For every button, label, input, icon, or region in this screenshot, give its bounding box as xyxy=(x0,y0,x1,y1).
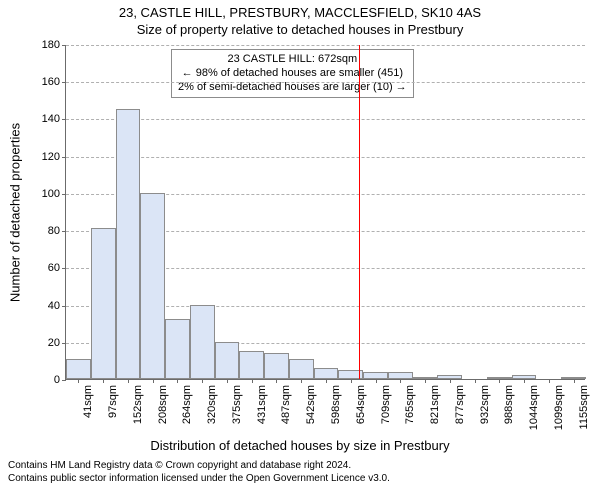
xtick-label: 765sqm xyxy=(404,385,416,424)
histogram-bar xyxy=(289,359,314,379)
ytick-label: 20 xyxy=(48,337,60,349)
xtick-mark xyxy=(574,379,575,383)
xtick-label: 1099sqm xyxy=(553,385,565,430)
x-axis-label: Distribution of detached houses by size … xyxy=(0,438,600,453)
ytick-mark xyxy=(62,45,66,46)
histogram-bar xyxy=(239,351,264,379)
chart-container: 23, CASTLE HILL, PRESTBURY, MACCLESFIELD… xyxy=(0,0,600,500)
histogram-bar xyxy=(66,359,91,379)
xtick-label: 932sqm xyxy=(479,385,491,424)
ytick-label: 160 xyxy=(42,76,60,88)
xtick-mark xyxy=(177,379,178,383)
y-axis-label: Number of detached properties xyxy=(8,112,23,312)
xtick-label: 264sqm xyxy=(181,385,193,424)
xtick-mark xyxy=(301,379,302,383)
xtick-mark xyxy=(128,379,129,383)
histogram-bar xyxy=(116,109,141,379)
xtick-label: 152sqm xyxy=(132,385,144,424)
ytick-mark xyxy=(62,380,66,381)
xtick-label: 598sqm xyxy=(330,385,342,424)
xtick-mark xyxy=(425,379,426,383)
xtick-label: 97sqm xyxy=(107,385,119,418)
xtick-mark xyxy=(524,379,525,383)
ytick-label: 40 xyxy=(48,300,60,312)
xtick-mark xyxy=(153,379,154,383)
ytick-label: 60 xyxy=(48,262,60,274)
ytick-mark xyxy=(62,157,66,158)
xtick-label: 877sqm xyxy=(454,385,466,424)
ytick-label: 80 xyxy=(48,225,60,237)
xtick-mark xyxy=(351,379,352,383)
xtick-label: 654sqm xyxy=(355,385,367,424)
xtick-mark xyxy=(78,379,79,383)
xtick-label: 709sqm xyxy=(380,385,392,424)
footnote: Contains HM Land Registry data © Crown c… xyxy=(8,460,390,485)
xtick-label: 988sqm xyxy=(503,385,515,424)
histogram-bar xyxy=(190,305,215,379)
xtick-label: 821sqm xyxy=(429,385,441,424)
xtick-mark xyxy=(202,379,203,383)
xtick-label: 320sqm xyxy=(206,385,218,424)
ytick-mark xyxy=(62,194,66,195)
xtick-mark xyxy=(227,379,228,383)
xtick-label: 431sqm xyxy=(256,385,268,424)
property-size-marker xyxy=(359,45,360,379)
histogram-bar xyxy=(140,193,165,379)
xtick-label: 1155sqm xyxy=(578,385,590,429)
histogram-bar xyxy=(314,368,339,379)
ytick-label: 100 xyxy=(42,188,60,200)
ytick-label: 0 xyxy=(54,374,60,386)
footnote-line-2: Contains public sector information licen… xyxy=(8,473,390,486)
histogram-bar xyxy=(388,372,413,379)
xtick-mark xyxy=(252,379,253,383)
xtick-mark xyxy=(450,379,451,383)
xtick-mark xyxy=(475,379,476,383)
xtick-mark xyxy=(549,379,550,383)
annotation-line-1: 23 CASTLE HILL: 672sqm xyxy=(178,53,407,67)
histogram-bar xyxy=(215,342,240,379)
xtick-label: 542sqm xyxy=(305,385,317,424)
ytick-label: 120 xyxy=(42,151,60,163)
ytick-mark xyxy=(62,268,66,269)
histogram-bar xyxy=(165,319,190,379)
ytick-label: 180 xyxy=(42,39,60,51)
gridline xyxy=(66,82,585,83)
annotation-line-2: ← 98% of detached houses are smaller (45… xyxy=(178,67,407,81)
ytick-mark xyxy=(62,343,66,344)
xtick-label: 375sqm xyxy=(231,385,243,424)
ytick-mark xyxy=(62,119,66,120)
xtick-label: 208sqm xyxy=(157,385,169,424)
histogram-bar xyxy=(363,372,388,379)
title-line-2: Size of property relative to detached ho… xyxy=(0,22,600,37)
xtick-mark xyxy=(400,379,401,383)
gridline xyxy=(66,119,585,120)
histogram-bar xyxy=(91,228,116,379)
title-line-1: 23, CASTLE HILL, PRESTBURY, MACCLESFIELD… xyxy=(0,5,600,20)
xtick-mark xyxy=(276,379,277,383)
ytick-mark xyxy=(62,306,66,307)
xtick-label: 487sqm xyxy=(280,385,292,424)
xtick-label: 41sqm xyxy=(82,385,94,418)
histogram-bar xyxy=(264,353,289,379)
xtick-label: 1044sqm xyxy=(528,385,540,430)
ytick-label: 140 xyxy=(42,113,60,125)
gridline xyxy=(66,45,585,46)
ytick-mark xyxy=(62,82,66,83)
plot-area: 23 CASTLE HILL: 672sqm ← 98% of detached… xyxy=(65,45,585,380)
xtick-mark xyxy=(326,379,327,383)
footnote-line-1: Contains HM Land Registry data © Crown c… xyxy=(8,460,390,473)
annotation-box: 23 CASTLE HILL: 672sqm ← 98% of detached… xyxy=(171,49,414,98)
ytick-mark xyxy=(62,231,66,232)
gridline xyxy=(66,157,585,158)
xtick-mark xyxy=(103,379,104,383)
xtick-mark xyxy=(499,379,500,383)
xtick-mark xyxy=(376,379,377,383)
